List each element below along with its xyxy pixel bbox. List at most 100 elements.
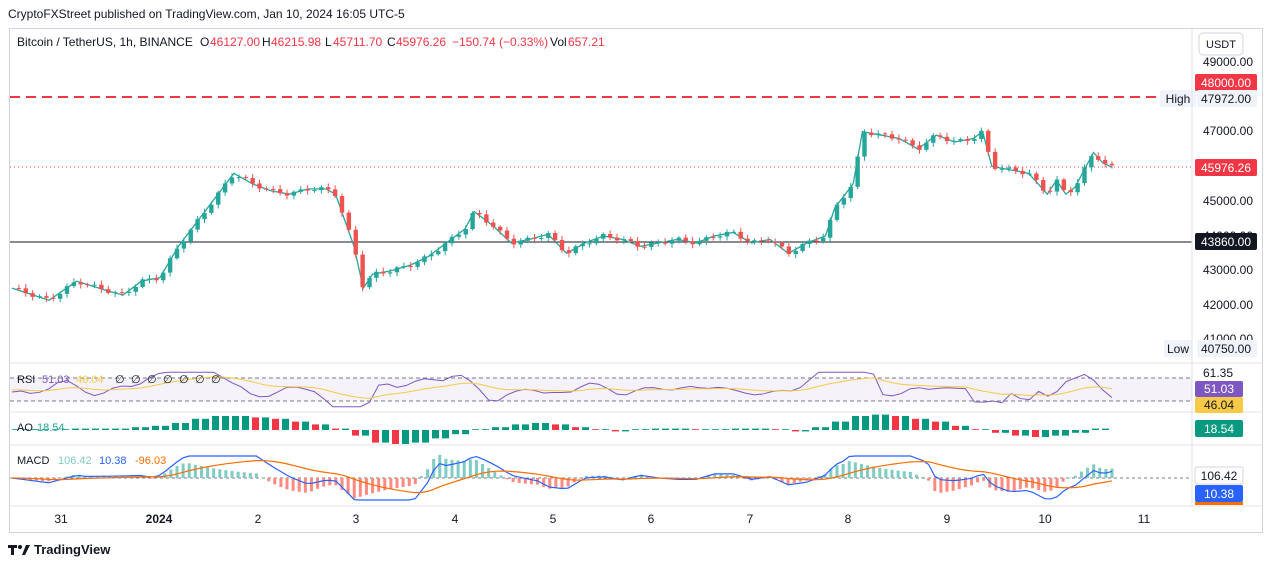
candle [229,177,235,184]
macd-bar [157,476,161,478]
x-tick: 31 [54,512,68,526]
footer-brand[interactable]: TradingView [8,542,110,557]
candle [243,177,248,179]
y-tick: 47000.00 [1203,124,1253,138]
svg-text:MACD: MACD [17,455,49,467]
candle [1027,173,1032,175]
macd-bar [615,478,619,479]
macd-bar [927,478,931,481]
candle [367,277,372,288]
ao-bar [542,423,549,430]
macd-line [11,455,1113,501]
candle [408,266,413,268]
candle [202,212,207,220]
ao-bar [1082,430,1089,433]
candle [360,254,365,288]
ao-bar [422,430,429,443]
macd-bar [548,478,552,489]
ao-bar [432,430,439,439]
ao-bar [842,421,849,430]
macd-bar [279,478,283,487]
macd-bar [199,466,203,478]
macd-bar [1012,478,1016,491]
candle [511,238,517,245]
ao-bar [492,427,499,430]
price-label-low: Low 40750.00 [1164,340,1257,357]
x-tick: 2 [255,512,262,526]
macd-bar [297,478,301,492]
candle [112,292,118,294]
candle [209,204,214,213]
macd-bar [242,472,246,478]
candle [1089,156,1094,168]
candle [786,246,792,255]
ao-bar [692,429,699,430]
x-axis: 31 2024 2 3 4 5 6 7 8 9 10 11 [54,512,1150,526]
ao-bar [282,418,289,430]
ao-bar [1022,430,1029,436]
macd-bar [322,478,326,487]
ao-bar [902,416,909,430]
candle [697,240,702,245]
ao-bar [202,418,209,430]
ao-bar [632,429,639,430]
macd-bar [511,478,515,483]
candle [37,296,42,298]
macd-bar [1073,475,1077,478]
macd-bar [499,475,503,478]
candle [1034,173,1039,180]
macd-bar [1037,478,1041,491]
footer-brand-label: TradingView [34,542,111,557]
macd-legend: MACD 106.42 10.38 -96.03 [17,455,166,467]
ao-bar [622,430,629,432]
candle [1075,183,1080,193]
candle [539,237,544,239]
rsi-ma-tag: 46.04 [1195,397,1243,413]
macd-bar [206,467,210,478]
ao-bar [172,423,179,430]
rsi-ma-line [11,376,1113,399]
candle [862,132,867,157]
macd-bar [976,478,980,483]
svg-text:High: High [1166,92,1191,106]
candle [30,293,35,297]
candle [986,130,991,152]
macd-bar [254,473,258,478]
legend-open-label: O [200,35,209,49]
candle [772,241,778,243]
candle [374,271,379,278]
ao-bar [372,430,379,443]
candle [793,250,798,255]
ao-bar [752,428,759,430]
candle [353,229,358,255]
legend: Bitcoin / TetherUS, 1h, BINANCE O 46127.… [17,35,605,49]
currency-button[interactable]: USDT [1198,32,1244,56]
candle [497,226,503,231]
candle [745,238,750,242]
candle [814,240,819,242]
ao-bar [972,429,979,430]
candle [731,231,737,233]
ao-bar [452,430,459,435]
candle [992,151,998,169]
macd-bar [1086,467,1090,478]
ao-bar [572,427,579,430]
candle [415,262,420,267]
macd-bar [1006,478,1010,492]
ao-bar [782,429,789,430]
ao-bar [1012,430,1019,436]
candle [463,229,468,235]
ao-bar [32,429,39,430]
macd-bar [554,478,558,489]
macd-bar [364,478,368,495]
svg-text:∅: ∅ [163,374,173,386]
macd-bar [1031,478,1035,489]
svg-text:∅: ∅ [195,374,205,386]
ao-bar [862,416,869,430]
candle [422,256,427,263]
candle [607,233,613,238]
macd-bar [872,466,876,478]
macd-bar [193,464,197,478]
